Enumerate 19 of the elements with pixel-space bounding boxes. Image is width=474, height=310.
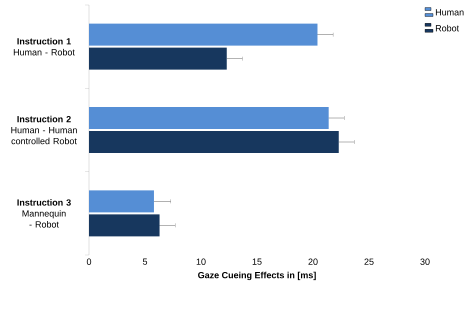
y-tick-label: Instruction 2 Human - Human controlled Robot (11, 116, 77, 144)
bar (88, 48, 227, 70)
x-tick-label: 5 (142, 258, 148, 265)
legend-label: Robot (436, 24, 460, 32)
x-tick-label: 15 (252, 258, 262, 265)
x-tick-label: 0 (86, 258, 92, 265)
legend-label: Human (436, 9, 464, 16)
bar (88, 190, 154, 212)
x-axis-title: Gaze Cueing Effects in [ms] (198, 272, 316, 280)
bar (88, 214, 160, 236)
x-tick-label: 20 (308, 258, 318, 265)
y-tick-label: Instruction 3 Mannequin - Robot (17, 199, 71, 228)
x-tick-label: 30 (420, 258, 430, 265)
x-tick-label: 10 (196, 258, 206, 265)
bar (88, 131, 339, 153)
bar (88, 24, 318, 46)
y-tick-label: Instruction 1 Human - Robot (14, 38, 75, 56)
bar (88, 107, 329, 130)
x-tick-label: 25 (364, 258, 374, 265)
